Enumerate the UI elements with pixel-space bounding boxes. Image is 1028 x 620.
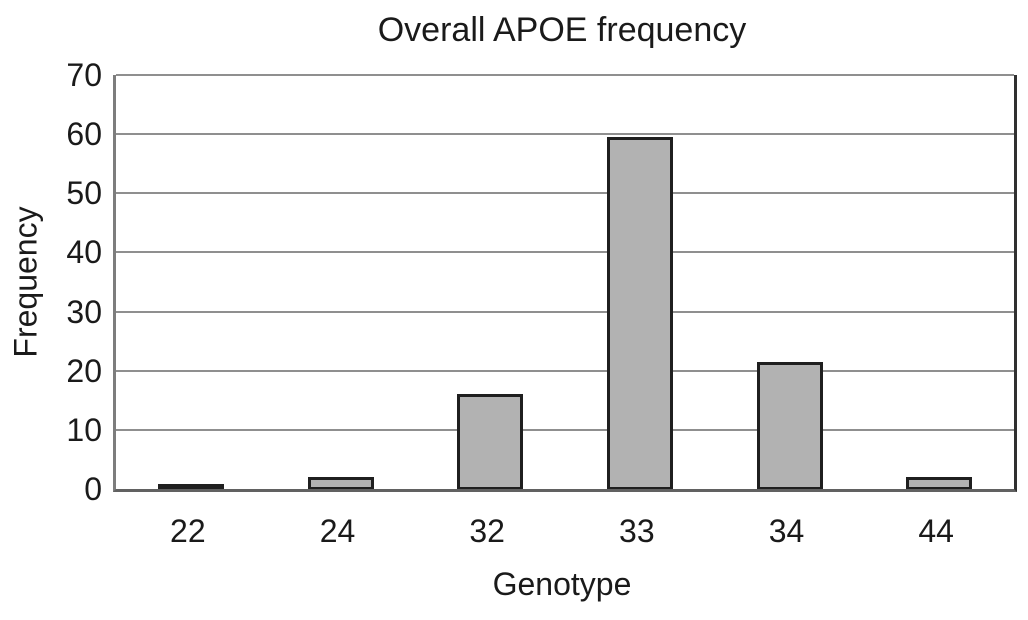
y-tick-label-50: 50	[66, 175, 102, 212]
gridline-10	[116, 428, 1014, 431]
x-tick-label-24: 24	[319, 513, 356, 549]
x-tick-label-32: 32	[469, 513, 505, 549]
x-tick-label-34: 34	[768, 513, 805, 549]
x-tick-label-33: 33	[619, 513, 655, 549]
bar-34	[756, 361, 823, 489]
bar-33	[606, 137, 673, 489]
gridline-60	[116, 133, 1014, 136]
gridline-20	[116, 369, 1014, 372]
bar-22	[157, 484, 224, 489]
gridline-40	[116, 251, 1014, 254]
bar-24	[307, 477, 374, 489]
y-tick-label-30: 30	[66, 293, 102, 330]
y-tick-label-40: 40	[66, 234, 102, 271]
bar-32	[457, 394, 524, 489]
y-tick-label-0: 0	[84, 471, 102, 507]
gridline-70	[116, 74, 1014, 76]
chart-title: Overall APOE frequency	[377, 11, 747, 49]
x-axis-title: Genotype	[492, 566, 632, 602]
y-tick-label-10: 10	[66, 411, 102, 448]
gridline-50	[116, 192, 1014, 195]
y-tick-label-20: 20	[66, 352, 102, 389]
y-tick-label-70: 70	[66, 57, 102, 93]
y-tick-label-60: 60	[66, 116, 102, 153]
bar-44	[906, 477, 973, 489]
plot-area	[113, 74, 1017, 492]
gridline-30	[116, 310, 1014, 313]
x-tick-label-22: 22	[170, 513, 206, 549]
x-tick-label-44: 44	[918, 513, 954, 549]
